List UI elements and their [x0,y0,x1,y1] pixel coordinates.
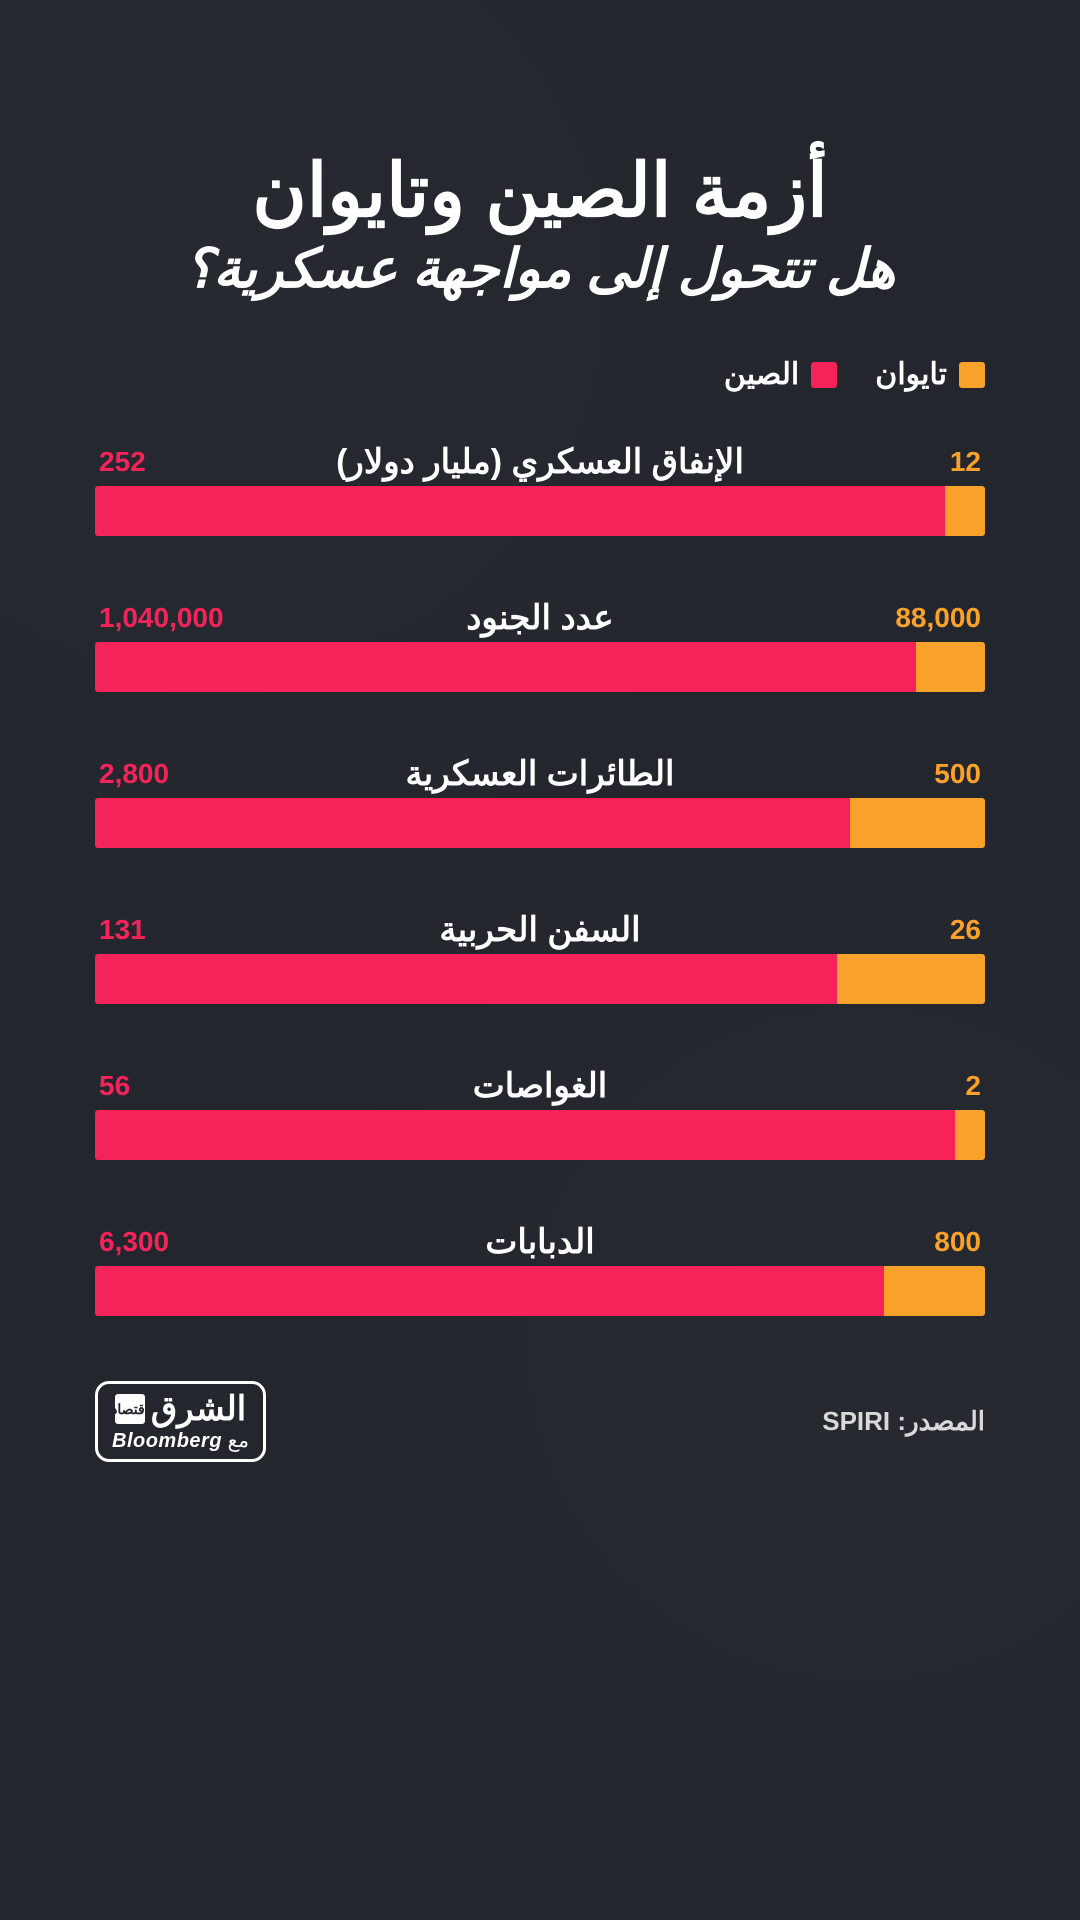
legend-item-taiwan: تايوان [875,357,985,392]
row-title: الدبابات [485,1222,594,1262]
publisher-logo: الشرق اقتصاد مع Bloomberg [95,1381,266,1462]
bar-seg-taiwan [955,1110,985,1160]
logo-small-box: اقتصاد [115,1394,145,1424]
value-china: 252 [99,446,146,478]
chart-row: 800 6,300 الدبابات [95,1222,985,1316]
chart-row: 88,000 1,040,000 عدد الجنود [95,598,985,692]
source-label: المصدر: [897,1406,985,1436]
comparison-chart: 12 252 الإنفاق العسكري (مليار دولار) 88,000… [95,442,985,1316]
row-title: عدد الجنود [466,598,613,638]
bar-seg-china [95,642,916,692]
value-china: 2,800 [99,758,169,790]
value-china: 56 [99,1070,130,1102]
row-labels: 26 131 السفن الحربية [95,910,985,954]
legend-swatch-china [811,362,837,388]
title-sub: هل تتحول إلى مواجهة عسكرية؟ [95,237,985,302]
source-value: SPIRI [822,1406,890,1436]
value-taiwan: 800 [934,1226,981,1258]
value-taiwan: 88,000 [895,602,981,634]
bar-seg-china [95,486,945,536]
row-title: الإنفاق العسكري (مليار دولار) [336,442,744,482]
legend-label-china: الصين [724,357,799,392]
logo-arabic: الشرق [151,1392,246,1426]
value-taiwan: 26 [950,914,981,946]
bar [95,1110,985,1160]
bar-seg-taiwan [850,798,985,848]
value-taiwan: 12 [950,446,981,478]
bar-seg-taiwan [884,1266,985,1316]
value-taiwan: 500 [934,758,981,790]
source-text: المصدر: SPIRI [822,1406,985,1437]
bar-seg-taiwan [945,486,985,536]
bar [95,1266,985,1316]
chart-row: 500 2,800 الطائرات العسكرية [95,754,985,848]
chart-row: 2 56 الغواصات [95,1066,985,1160]
bar [95,954,985,1004]
row-labels: 12 252 الإنفاق العسكري (مليار دولار) [95,442,985,486]
legend-label-taiwan: تايوان [875,357,947,392]
value-china: 6,300 [99,1226,169,1258]
logo-latin: مع Bloomberg [112,1428,249,1453]
bar-seg-china [95,954,837,1004]
row-labels: 88,000 1,040,000 عدد الجنود [95,598,985,642]
chart-row: 26 131 السفن الحربية [95,910,985,1004]
footer: المصدر: SPIRI الشرق اقتصاد مع Bloomberg [95,1381,985,1462]
row-labels: 800 6,300 الدبابات [95,1222,985,1266]
bar-seg-china [95,1266,884,1316]
bar-seg-china [95,798,850,848]
row-title: الغواصات [473,1066,607,1106]
value-taiwan: 2 [965,1070,981,1102]
bar [95,798,985,848]
row-labels: 2 56 الغواصات [95,1066,985,1110]
row-labels: 500 2,800 الطائرات العسكرية [95,754,985,798]
row-title: السفن الحربية [439,910,640,950]
legend-swatch-taiwan [959,362,985,388]
bar-seg-china [95,1110,955,1160]
chart-row: 12 252 الإنفاق العسكري (مليار دولار) [95,442,985,536]
title-main: أزمة الصين وتايوان [95,150,985,231]
bar [95,486,985,536]
legend: تايوان الصين [95,357,985,392]
legend-item-china: الصين [724,357,837,392]
bar-seg-taiwan [916,642,985,692]
value-china: 1,040,000 [99,602,224,634]
bar-seg-taiwan [837,954,985,1004]
value-china: 131 [99,914,146,946]
row-title: الطائرات العسكرية [406,754,675,794]
bar [95,642,985,692]
